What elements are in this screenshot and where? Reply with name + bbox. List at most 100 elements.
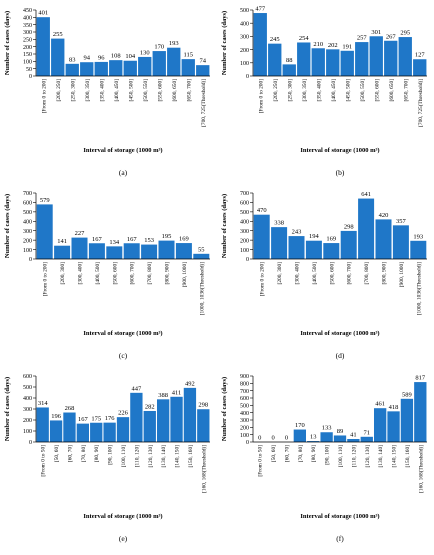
x-tick-label: [110, 120] (134, 445, 140, 467)
bar-value-label: 193 (169, 40, 179, 47)
x-tick-label: [From 0 to 50] (258, 445, 264, 477)
x-tick-label: [400, 450] (114, 79, 120, 102)
x-tick-label: [110, 120] (351, 445, 357, 467)
bar (167, 47, 181, 76)
bar (141, 244, 158, 259)
bar-value-label: 191 (342, 43, 352, 50)
bar-value-label: 170 (295, 422, 305, 429)
bar-value-label: 13 (310, 434, 317, 441)
bar-value-label: 641 (361, 191, 371, 198)
x-tick-label: [200, 250] (273, 79, 279, 102)
x-tick-label: [200, 300] (277, 262, 283, 285)
y-tick-label: 300 (23, 229, 32, 235)
bar (347, 438, 360, 442)
y-tick-label: 100 (240, 248, 249, 254)
y-tick-label: 200 (23, 418, 32, 424)
y-tick-label: 900 (240, 374, 249, 380)
x-tick-label: [From 0 to 200] (260, 262, 266, 296)
x-tick-label: [120, 130] (365, 445, 371, 468)
y-tick-label: 600 (23, 201, 32, 207)
x-tick-label: [300, 400] (78, 262, 84, 285)
y-tick-label: 500 (240, 8, 249, 14)
bar-value-label: 41 (350, 431, 357, 438)
y-tick-label: 400 (23, 16, 32, 22)
bar-value-label: 104 (125, 53, 136, 60)
bar (253, 13, 267, 77)
y-tick-label: 700 (240, 191, 249, 197)
bar (392, 225, 409, 259)
bar (293, 429, 307, 442)
y-tick-label: 600 (240, 396, 249, 402)
bar (369, 36, 383, 76)
y-tick-label: 300 (240, 418, 249, 424)
bar-value-label: 115 (183, 52, 193, 59)
x-tick-label: [400, 500] (95, 262, 101, 285)
y-tick-label: 200 (23, 45, 32, 51)
chart-panel-e: 0 100 200 300 400 500 600 314 [From 0 to 50] 196 [… (0, 366, 217, 550)
x-tick-label: [60, 70] (67, 445, 73, 462)
bar-value-label: 357 (396, 218, 407, 225)
bar-value-label: 447 (132, 385, 143, 392)
x-tick-label: [60, 70] (284, 445, 290, 462)
x-tick-label: [From 0 to 50] (41, 445, 47, 477)
y-tick-label: 100 (23, 429, 32, 435)
bar (36, 17, 50, 76)
bar (123, 243, 140, 259)
x-tick-label: [160, 168(Threshold)] (200, 445, 207, 493)
x-tick-label: [130, 140] (161, 445, 167, 468)
bar (76, 423, 90, 442)
bar-value-label: 134 (109, 239, 120, 246)
y-tick-label: 400 (23, 396, 32, 402)
x-tick-label: [1000, 1036(Threshold)] (198, 262, 205, 316)
bar (123, 60, 137, 76)
panel-label: (a) (119, 168, 128, 177)
x-tick-label: [70, 80] (298, 445, 304, 462)
x-tick-label: [50, 60] (54, 445, 60, 462)
bar-value-label: 388 (158, 392, 168, 399)
y-tick-label: 700 (240, 389, 249, 395)
bar-value-label: 193 (413, 233, 423, 240)
y-tick-label: 150 (23, 52, 32, 58)
bar-value-label: 411 (172, 389, 182, 396)
bar-value-label: 420 (379, 212, 389, 219)
y-tick-label: 250 (23, 38, 32, 44)
bar (340, 230, 357, 259)
bar-value-label: 108 (111, 53, 121, 60)
bar-value-label: 94 (84, 55, 91, 62)
bar (36, 407, 49, 442)
x-tick-label: [600, 700] (347, 262, 353, 285)
bar (152, 51, 166, 76)
bar (375, 219, 392, 259)
chart-panel-f: 0 100 200 300 400 500 600 700 800 900 0 [From 0 to … (217, 366, 434, 550)
bar (196, 65, 210, 76)
y-tick-label: 0 (29, 440, 32, 446)
x-tick-label: [From 0 to 200] (43, 262, 49, 296)
bar-value-label: 88 (286, 57, 293, 64)
bar (183, 387, 197, 442)
panel-label: (f) (336, 534, 344, 543)
chart-panel-b: 0 100 200 300 400 500 477 [From 0 to 200] 245 [20… (217, 0, 434, 183)
bar-value-label: 167 (78, 416, 89, 423)
bar-value-label: 89 (337, 428, 344, 435)
y-tick-label: 500 (240, 404, 249, 410)
bar-value-label: 0 (271, 435, 274, 442)
bar (71, 237, 88, 259)
bar-value-label: 71 (364, 429, 371, 436)
bar (333, 435, 347, 442)
x-tick-label: [500, 550] (360, 79, 366, 102)
bar (130, 392, 143, 442)
bar-value-label: 133 (322, 425, 332, 432)
x-tick-label: [500, 600] (112, 262, 118, 285)
bar-value-label: 301 (371, 29, 381, 36)
bar (398, 37, 412, 76)
y-tick-label: 100 (23, 248, 32, 254)
bar-value-label: 282 (145, 403, 155, 410)
bar-value-label: 0 (258, 435, 261, 442)
y-tick-label: 700 (23, 191, 32, 197)
x-tick-label: [900, 1000] (399, 262, 405, 287)
bar-value-label: 96 (98, 54, 105, 61)
bar-value-label: 338 (274, 220, 284, 227)
x-tick-label: [650, 700] (186, 79, 192, 102)
x-tick-label: [700, 725(Threshold)] (417, 79, 424, 127)
